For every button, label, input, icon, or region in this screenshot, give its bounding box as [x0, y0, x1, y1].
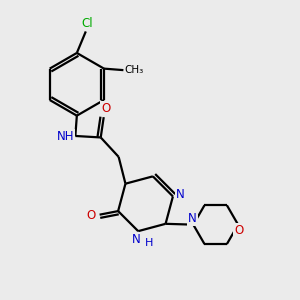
- Text: Cl: Cl: [82, 16, 93, 30]
- Text: NH: NH: [57, 130, 74, 143]
- Text: N: N: [132, 233, 141, 246]
- Text: O: O: [234, 224, 244, 237]
- Text: CH₃: CH₃: [124, 65, 144, 75]
- Text: N: N: [176, 188, 185, 201]
- Text: H: H: [145, 238, 153, 248]
- Text: O: O: [101, 102, 110, 115]
- Text: O: O: [87, 209, 96, 222]
- Text: N: N: [188, 212, 197, 225]
